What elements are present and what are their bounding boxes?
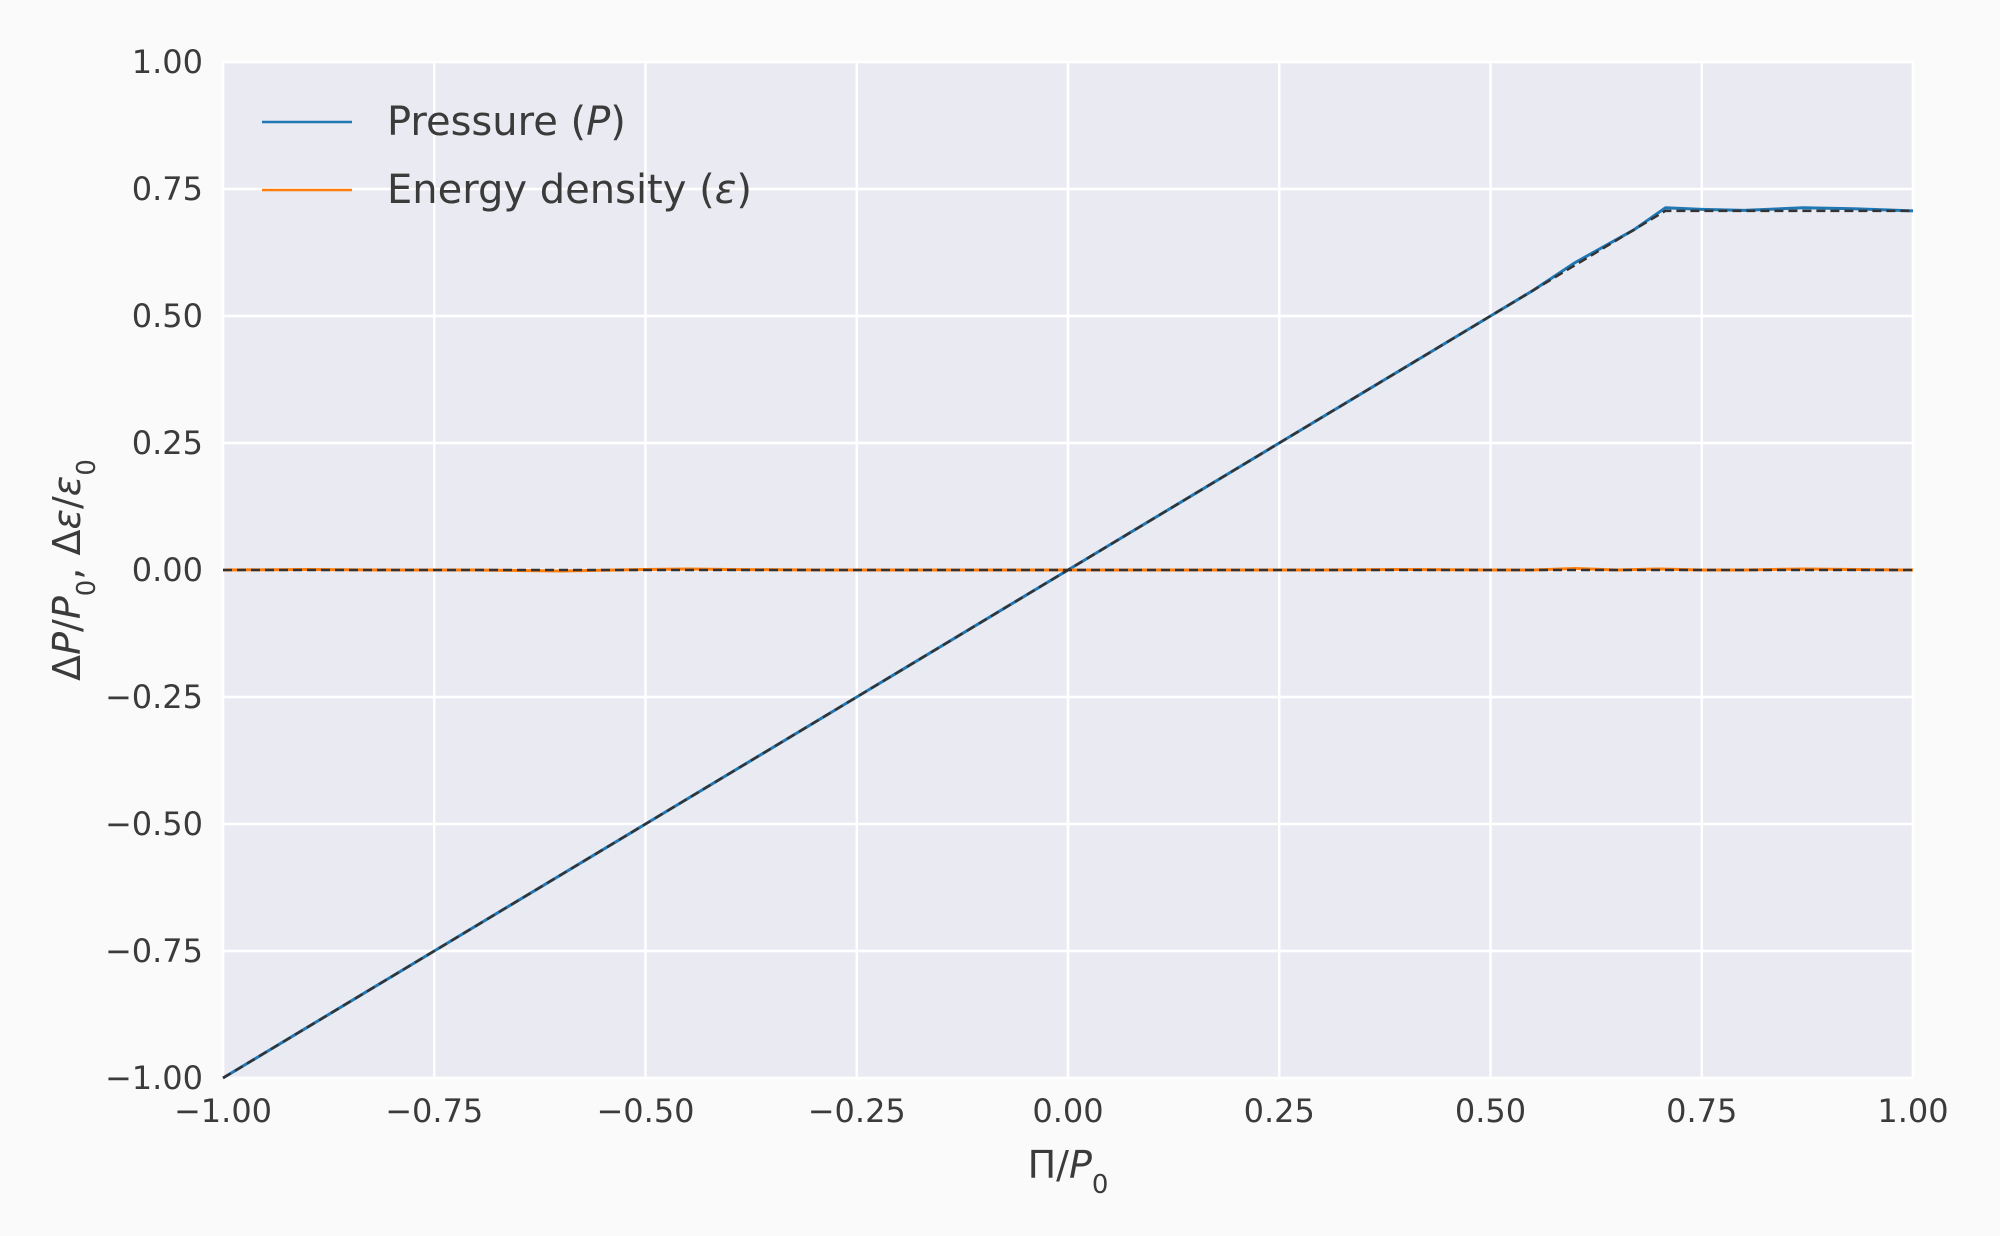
x-tick-label: 0.75: [1666, 1092, 1737, 1130]
reference-line-0: [222, 209, 1913, 1080]
y-tick-labels: −1.00 −0.75 −0.50 −0.25 0.00 0.25 0.50 0.75 1.00: [105, 43, 203, 1097]
x-tick-labels: −1.00 −0.75 −0.50 −0.25 0.00 0.25 0.50 0.75 1.00: [174, 1092, 1949, 1130]
y-tick-label: −0.75: [105, 932, 203, 970]
legend: Pressure (P) Energy density (ε): [262, 99, 752, 213]
y-axis-label: ΔP/P0, Δε/ε0: [45, 459, 102, 681]
y-tick-label: 0.00: [132, 551, 203, 589]
x-tick-label: −0.25: [808, 1092, 906, 1130]
x-tick-label: 1.00: [1877, 1092, 1948, 1130]
y-tick-label: 0.75: [132, 170, 203, 208]
x-tick-label: −0.75: [385, 1092, 483, 1130]
x-tick-label: −1.00: [174, 1092, 272, 1130]
x-tick-label: 0.50: [1455, 1092, 1526, 1130]
x-tick-label: 0.00: [1032, 1092, 1103, 1130]
legend-label-pressure: Pressure (P): [387, 99, 626, 145]
y-tick-label: −0.50: [105, 805, 203, 843]
x-axis-label: Π/P0: [1028, 1143, 1109, 1200]
x-tick-label: 0.25: [1244, 1092, 1315, 1130]
y-tick-label: 1.00: [132, 43, 203, 81]
y-tick-label: −1.00: [105, 1059, 203, 1097]
x-tick-label: −0.50: [596, 1092, 694, 1130]
data-lines: [222, 206, 1914, 1080]
y-tick-label: 0.50: [132, 297, 203, 335]
legend-label-energy-density: Energy density (ε): [387, 167, 752, 213]
y-tick-label: −0.25: [105, 678, 203, 716]
y-tick-label: 0.25: [132, 424, 203, 462]
